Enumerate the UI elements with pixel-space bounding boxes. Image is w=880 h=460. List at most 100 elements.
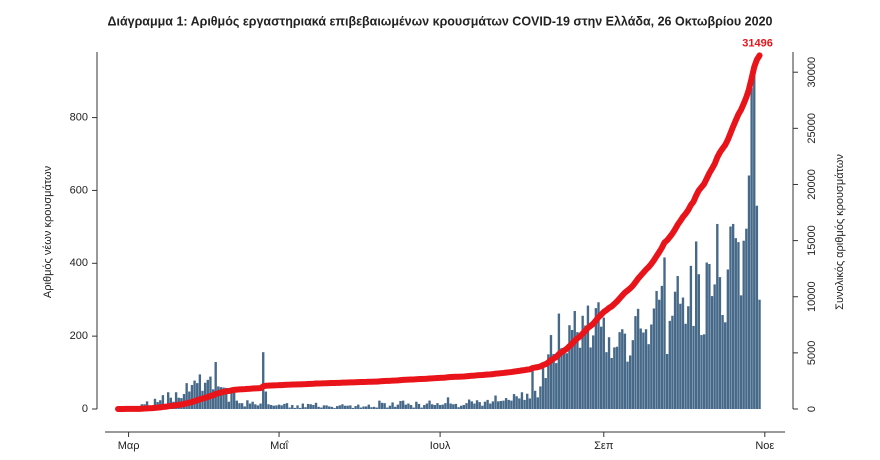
bar [407,403,410,409]
bar [547,354,550,409]
bar [317,406,320,409]
bar [747,175,751,409]
bar [536,397,539,409]
bar [589,347,592,409]
bar [499,400,503,409]
bar [409,404,413,409]
bar [166,392,170,409]
bar [562,351,566,409]
y-tick-label: 600 [70,184,88,196]
bar [161,395,165,409]
bar [705,262,708,409]
bar [655,290,658,409]
bar [372,406,376,409]
bar [454,403,458,409]
bar [328,406,331,409]
bar [473,403,476,409]
bar [417,403,421,409]
bar [193,380,196,409]
bar [219,387,223,409]
bar [592,335,595,409]
bar [380,402,384,409]
bar [731,223,735,409]
bar [504,398,508,409]
bar [198,374,202,409]
bar [621,329,624,409]
bar [533,390,537,409]
bar [412,407,415,409]
bar [697,274,701,409]
bar [211,389,215,409]
bar [673,291,677,409]
bar [262,352,265,409]
bar [362,406,365,409]
bar [269,404,273,409]
y2-tick-label: 0 [806,406,818,412]
bar [724,322,727,409]
bar [710,296,714,409]
bar [383,403,386,409]
bar [153,398,157,409]
y2-tick-label: 20000 [806,169,818,200]
bar [462,404,466,409]
bar [510,400,513,409]
bar [647,344,650,409]
bar [272,405,275,409]
bar [491,401,495,409]
bar [312,404,315,409]
bar [298,407,302,409]
bar [555,363,558,409]
bar [330,406,334,409]
bar [306,403,310,409]
bar [713,284,716,409]
y2-tick-label: 5000 [806,341,818,365]
bar [251,401,254,409]
bar [726,269,730,409]
bar [364,406,368,409]
bar [636,308,640,409]
bar [475,400,479,409]
bar [394,406,397,409]
y2-axis-label: Συνολικός αριθμός κρουσμάτων [834,154,846,310]
cumulative-line [115,52,763,412]
bar [676,276,679,409]
bar [230,388,233,409]
bar [438,404,442,409]
y-axis-label: Αριθμός νέων κρουσμάτων [42,165,54,298]
bar [758,299,761,409]
x-tick-label: Νοε [755,440,774,452]
bar [681,297,685,409]
bar [341,404,344,409]
bar [650,324,653,409]
bar [288,407,291,409]
y-tick-label: 200 [70,330,88,342]
bar [539,386,542,409]
bar [665,353,669,409]
bar [285,403,289,409]
bar [238,403,241,409]
bar [631,340,635,409]
bar [515,396,518,409]
bar [541,364,545,409]
bar [333,407,336,409]
bar [618,332,621,409]
bar [190,384,194,409]
bar [642,332,645,409]
bar [494,395,497,409]
bar [512,394,516,409]
x-tick-label: Μαΐ [270,440,289,452]
bar [626,361,629,409]
bar [599,326,603,409]
bar [248,403,252,409]
bar [702,334,706,409]
bar [325,405,328,409]
bar [607,337,611,409]
bar [750,87,753,409]
bar [496,401,500,409]
bar [296,405,299,409]
y2-tick-label: 25000 [806,113,818,144]
bar [346,405,349,409]
bar [644,329,648,409]
bar [401,400,405,409]
bar [214,362,217,409]
